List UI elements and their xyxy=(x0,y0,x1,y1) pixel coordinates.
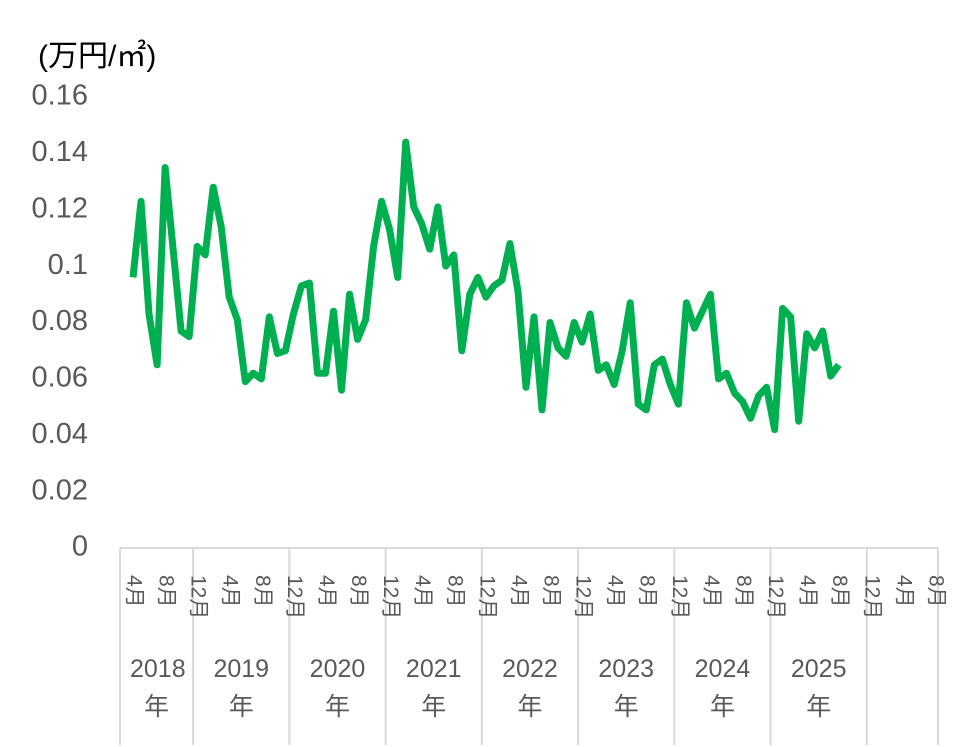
x-tick-label: 8月 xyxy=(251,575,274,608)
x-tick-label: 8月 xyxy=(828,575,851,608)
x-tick-label: 12月 xyxy=(187,575,210,619)
x-tick-label: 12月 xyxy=(475,575,498,619)
year-label: 2018年 xyxy=(130,655,186,721)
x-tick-label: 4月 xyxy=(507,575,530,608)
x-tick-label: 8月 xyxy=(443,575,466,608)
unit-label: (万円/㎡) xyxy=(38,40,156,73)
x-tick-label: 4月 xyxy=(604,575,627,608)
y-tick-label: 0.04 xyxy=(32,418,88,450)
y-tick-label: 0.1 xyxy=(48,249,88,281)
y-tick-label: 0.08 xyxy=(32,305,88,337)
year-label: 2019年 xyxy=(213,655,270,721)
x-tick-label: 12月 xyxy=(283,575,306,619)
x-tick-label: 8月 xyxy=(636,575,659,608)
line-series xyxy=(129,138,842,434)
y-tick-label: 0.02 xyxy=(32,474,88,506)
x-tick-label: 4月 xyxy=(796,575,819,608)
y-tick-label: 0.06 xyxy=(32,362,88,394)
x-tick-label: 4月 xyxy=(315,575,338,608)
year-label: 2023年 xyxy=(598,655,655,721)
year-label: 2024年 xyxy=(694,655,751,721)
y-tick-label: 0.12 xyxy=(32,192,88,224)
year-label: 2025年 xyxy=(790,655,847,721)
year-label: 2021年 xyxy=(405,655,462,721)
year-label: 2020年 xyxy=(309,655,366,721)
x-tick-label: 8月 xyxy=(732,575,755,608)
x-tick-label: 8月 xyxy=(924,575,947,608)
x-tick-label: 4月 xyxy=(700,575,723,608)
x-tick-label: 12月 xyxy=(379,575,402,619)
x-tick-label: 4月 xyxy=(219,575,242,608)
x-tick-label: 12月 xyxy=(572,575,595,619)
y-tick-label: 0.16 xyxy=(32,80,88,112)
x-tick-label: 12月 xyxy=(764,575,787,619)
x-tick-label: 12月 xyxy=(860,575,883,619)
x-tick-label: 4月 xyxy=(892,575,915,608)
x-tick-label: 8月 xyxy=(539,575,562,608)
y-tick-label: 0 xyxy=(72,531,88,563)
x-tick-label: 4月 xyxy=(411,575,434,608)
x-tick-label: 4月 xyxy=(122,575,145,608)
y-tick-label: 0.14 xyxy=(32,136,88,168)
year-label: 2022年 xyxy=(502,655,558,721)
x-tick-label: 8月 xyxy=(347,575,370,608)
x-tick-label: 8月 xyxy=(155,575,178,608)
x-tick-label: 12月 xyxy=(668,575,691,619)
